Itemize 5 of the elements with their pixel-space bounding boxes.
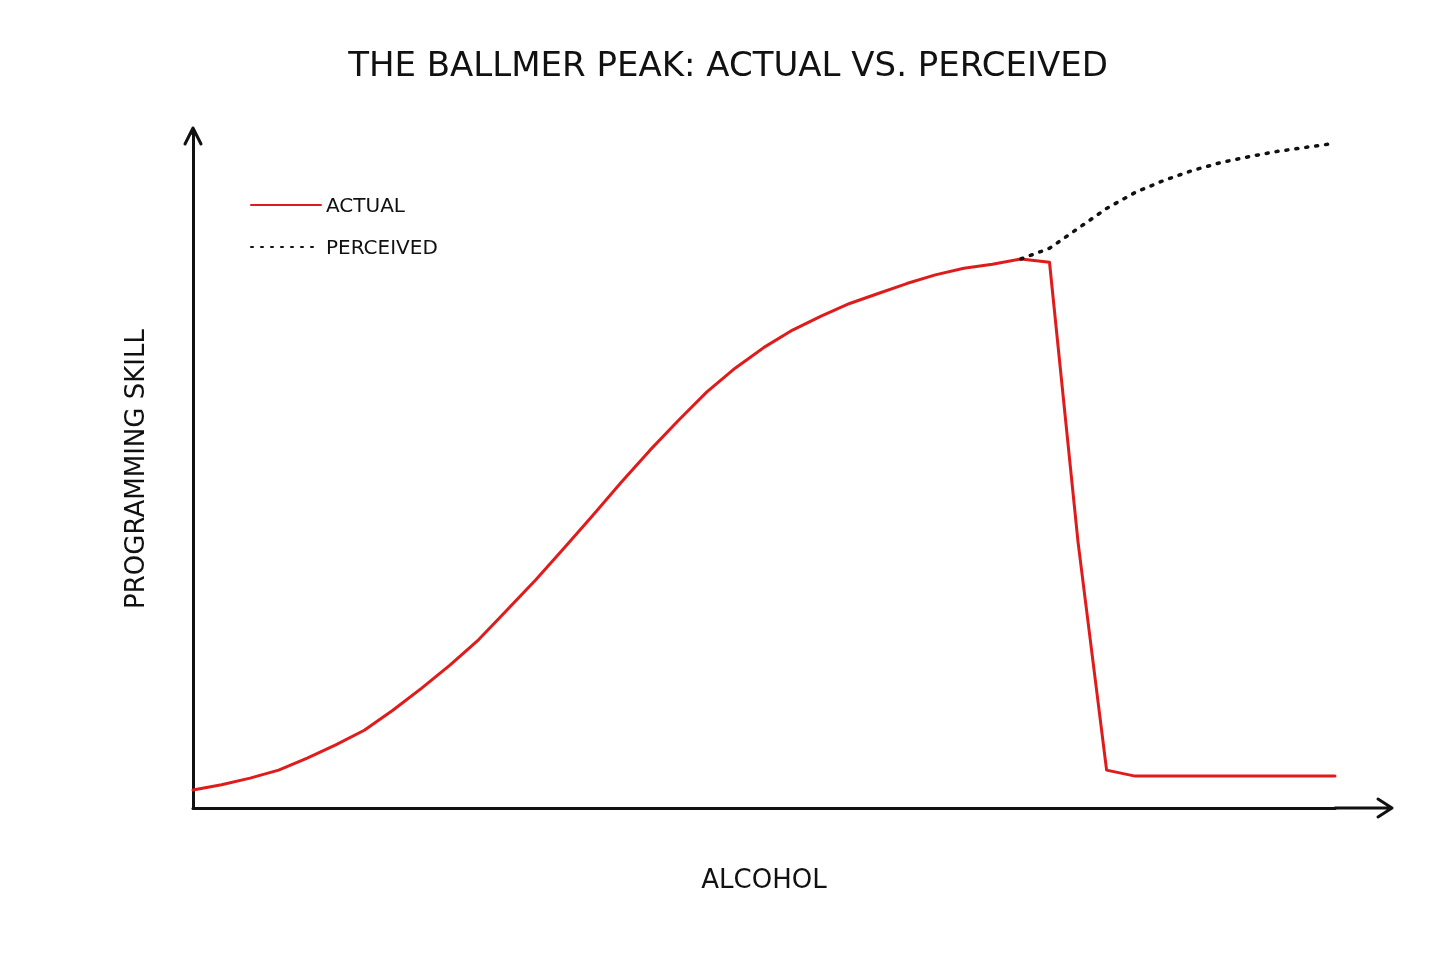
legend-label: PERCEIVED [326, 235, 438, 259]
chart-title: THE BALLMER PEAK: ACTUAL VS. PERCEIVED [347, 44, 1108, 84]
x-axis-title: ALCOHOL [701, 864, 828, 894]
legend-label: ACTUAL [326, 193, 406, 217]
y-axis-title: PROGRAMMING SKILL [120, 328, 150, 609]
